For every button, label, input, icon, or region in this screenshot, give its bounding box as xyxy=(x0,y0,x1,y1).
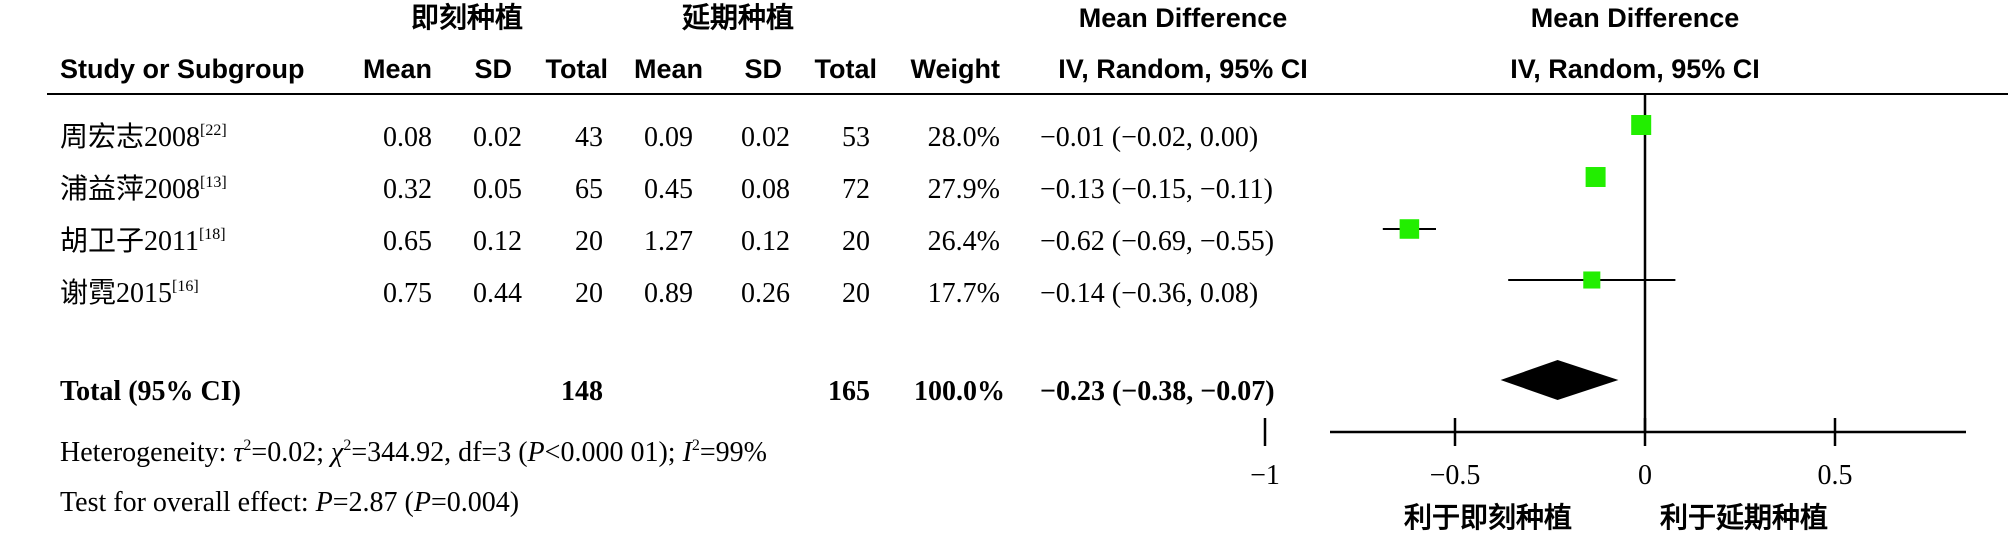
effect-marker xyxy=(1399,219,1420,239)
total2-column-header: Total xyxy=(815,54,878,84)
study-reference: [22] xyxy=(200,122,227,139)
study-reference: [18] xyxy=(199,226,226,243)
x-tick-label: −0.5 xyxy=(1430,460,1481,491)
pooled-diamond xyxy=(1500,360,1619,400)
sd1-cell: 0.44 xyxy=(473,278,522,309)
favours-left-label: 利于即刻种植 xyxy=(1404,501,1572,534)
total1-column-header: Total xyxy=(546,54,609,84)
total-row: Total (95% CI) 148 165 100.0% −0.23 (−0.… xyxy=(60,376,1275,407)
total1-cell: 20 xyxy=(575,278,603,309)
total2-cell: 20 xyxy=(842,226,870,257)
sd2-cell: 0.12 xyxy=(741,226,790,257)
study-row: 周宏志2008[22] 0.08 0.02 43 0.09 0.02 53 28… xyxy=(60,121,1258,153)
study-column-header: Study or Subgroup xyxy=(60,54,304,84)
x-tick-label: −1 xyxy=(1250,460,1280,491)
total1-sum: 148 xyxy=(561,376,603,407)
study-name: 胡卫子2011 xyxy=(60,225,199,257)
mean2-cell: 0.09 xyxy=(644,122,693,153)
x-tick-label: 0.5 xyxy=(1818,460,1853,491)
weight-cell: 27.9% xyxy=(928,174,1000,205)
total2-cell: 53 xyxy=(842,122,870,153)
sd2-cell: 0.08 xyxy=(741,174,790,205)
x-tick-label: 0 xyxy=(1638,460,1652,491)
weight-cell: 26.4% xyxy=(928,226,1000,257)
total1-cell: 43 xyxy=(575,122,603,153)
mean1-cell: 0.75 xyxy=(383,278,432,309)
svg-text:浦益萍2008[13]: 浦益萍2008[13] xyxy=(60,173,227,205)
study-reference: [13] xyxy=(200,174,227,191)
weight-cell: 28.0% xyxy=(928,122,1000,153)
plot-column-subheader: IV, Random, 95% CI xyxy=(1510,54,1760,84)
study-name: 周宏志2008 xyxy=(60,121,200,153)
sd1-cell: 0.05 xyxy=(473,174,522,205)
svg-text:胡卫子2011[18]: 胡卫子2011[18] xyxy=(60,225,226,257)
mean2-cell: 1.27 xyxy=(644,226,693,257)
total2-cell: 20 xyxy=(842,278,870,309)
study-row: 胡卫子2011[18] 0.65 0.12 20 1.27 0.12 20 26… xyxy=(60,225,1274,257)
ci-cell: −0.01 (−0.02, 0.00) xyxy=(1040,122,1258,153)
study-name: 浦益萍2008 xyxy=(60,173,200,205)
ci-cell: −0.14 (−0.36, 0.08) xyxy=(1040,278,1258,309)
study-name: 谢霓2015 xyxy=(60,277,172,309)
sd2-column-header: SD xyxy=(744,54,782,84)
total2-sum: 165 xyxy=(828,376,870,407)
effect-marker xyxy=(1631,115,1652,135)
sd1-cell: 0.02 xyxy=(473,122,522,153)
mean2-cell: 0.89 xyxy=(644,278,693,309)
overall-effect-line: Test for overall effect: P=2.87 (P=0.004… xyxy=(60,487,519,518)
sd1-column-header: SD xyxy=(474,54,512,84)
sd2-cell: 0.02 xyxy=(741,122,790,153)
total-weight: 100.0% xyxy=(914,376,1005,407)
total-ci: −0.23 (−0.38, −0.07) xyxy=(1040,376,1275,407)
favours-right-label: 利于延期种植 xyxy=(1660,501,1828,534)
md-column-title: Mean Difference xyxy=(1079,3,1288,33)
group1-header: 即刻种植 xyxy=(411,1,523,34)
total-label: Total (95% CI) xyxy=(60,376,241,407)
ci-cell: −0.13 (−0.15, −0.11) xyxy=(1040,174,1273,205)
svg-text:周宏志2008[22]: 周宏志2008[22] xyxy=(60,121,227,153)
weight-column-header: Weight xyxy=(911,54,1001,84)
ci-cell: −0.62 (−0.69, −0.55) xyxy=(1040,226,1274,257)
mean1-column-header: Mean xyxy=(363,54,432,84)
total1-cell: 65 xyxy=(575,174,603,205)
total1-cell: 20 xyxy=(575,226,603,257)
study-reference: [16] xyxy=(172,278,199,295)
plot-column-title: Mean Difference xyxy=(1531,3,1740,33)
weight-cell: 17.7% xyxy=(928,278,1000,309)
effect-marker xyxy=(1585,167,1606,187)
group2-header: 延期种植 xyxy=(681,1,794,34)
mean2-column-header: Mean xyxy=(634,54,703,84)
mean1-cell: 0.08 xyxy=(383,122,432,153)
plot-area: −1−0.500.51 xyxy=(1250,94,1966,491)
study-row: 谢霓2015[16] 0.75 0.44 20 0.89 0.26 20 17.… xyxy=(60,277,1258,309)
mean1-cell: 0.32 xyxy=(383,174,432,205)
total2-cell: 72 xyxy=(842,174,870,205)
md-column-subheader: IV, Random, 95% CI xyxy=(1058,54,1308,84)
study-row: 浦益萍2008[13] 0.32 0.05 65 0.45 0.08 72 27… xyxy=(60,173,1273,205)
mean1-cell: 0.65 xyxy=(383,226,432,257)
sd1-cell: 0.12 xyxy=(473,226,522,257)
sd2-cell: 0.26 xyxy=(741,278,790,309)
effect-marker xyxy=(1583,271,1601,289)
heterogeneity-line: Heterogeneity: τ2=0.02; χ2=344.92, df=3 … xyxy=(60,437,767,468)
svg-text:谢霓2015[16]: 谢霓2015[16] xyxy=(60,277,199,309)
mean2-cell: 0.45 xyxy=(644,174,693,205)
